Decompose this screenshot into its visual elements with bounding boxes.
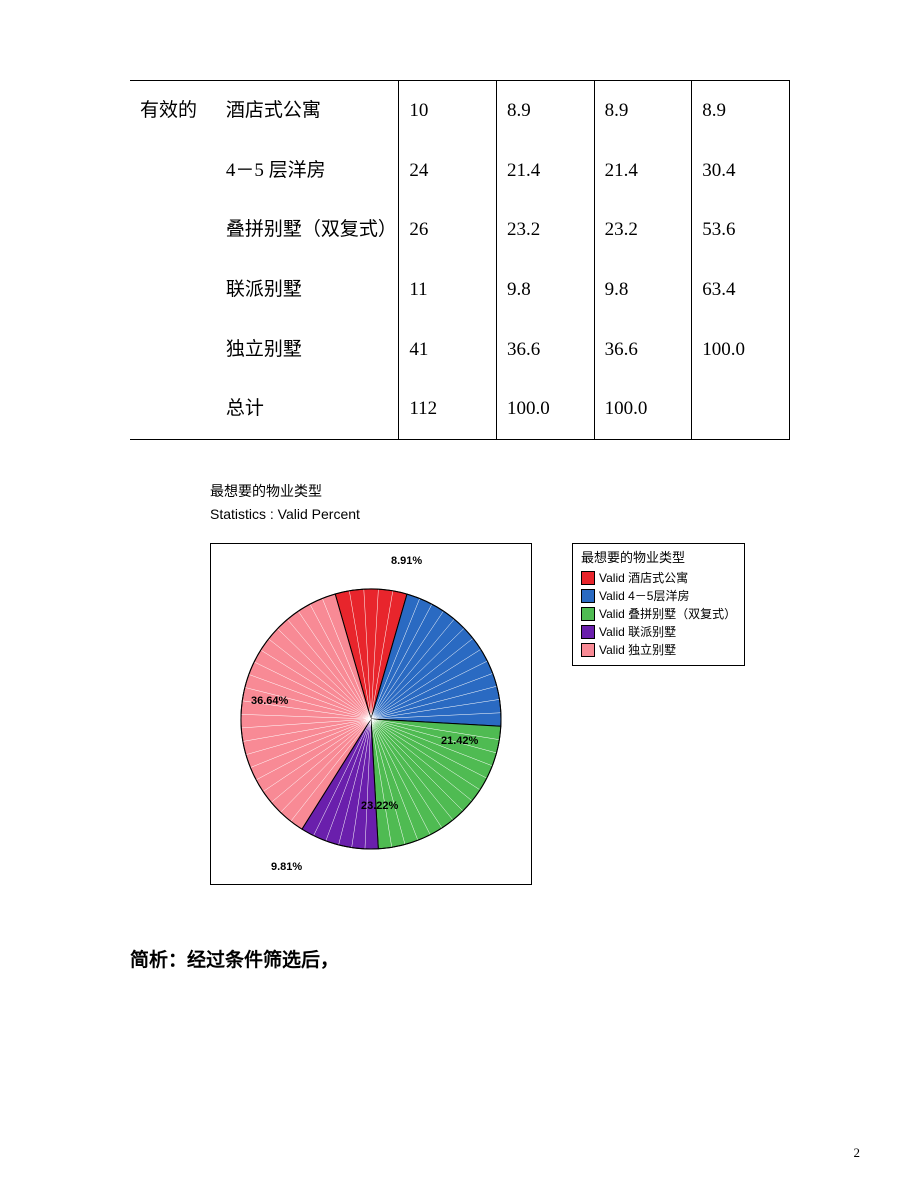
legend-item: Valid 独立别墅: [581, 641, 736, 659]
table-row-label: 总计: [216, 379, 399, 439]
table-cell: 8.9: [594, 81, 692, 141]
table-cell: 8.9: [692, 81, 790, 141]
table-cell: 23.2: [496, 200, 594, 260]
table-cell: [692, 379, 790, 439]
table-cell: 100.0: [594, 379, 692, 439]
chart-section: 最想要的物业类型 Statistics : Valid Percent 8.91…: [210, 480, 820, 885]
chart-title: 最想要的物业类型 Statistics : Valid Percent: [210, 480, 820, 525]
table-row-label: 叠拼别墅（双复式）: [216, 200, 399, 260]
legend-item: Valid 酒店式公寓: [581, 569, 736, 587]
table-cell: 21.4: [594, 141, 692, 201]
table-cell: 36.6: [594, 320, 692, 380]
table-cell: 9.8: [496, 260, 594, 320]
legend-swatch: [581, 571, 595, 585]
legend-item: Valid 联派别墅: [581, 623, 736, 641]
legend-label: Valid 联派别墅: [599, 623, 676, 641]
table-cell: 24: [399, 141, 497, 201]
legend-swatch: [581, 589, 595, 603]
legend-label: Valid 叠拼别墅（双复式）: [599, 605, 736, 623]
legend-item: Valid 叠拼别墅（双复式）: [581, 605, 736, 623]
pie-slice-label: 23.22%: [361, 800, 399, 812]
table-cell: 100.0: [692, 320, 790, 380]
table-cell: 10: [399, 81, 497, 141]
table-cell: 26: [399, 200, 497, 260]
table-cell: 9.8: [594, 260, 692, 320]
table-cell: 36.6: [496, 320, 594, 380]
table-row-label: 联派别墅: [216, 260, 399, 320]
table-cell: 30.4: [692, 141, 790, 201]
legend-swatch: [581, 625, 595, 639]
table-cell: 23.2: [594, 200, 692, 260]
legend-swatch: [581, 607, 595, 621]
table-cell: 8.9: [496, 81, 594, 141]
table-cell: 100.0: [496, 379, 594, 439]
page-number: 2: [854, 1145, 861, 1161]
chart-title-line1: 最想要的物业类型: [210, 483, 322, 499]
table-category: 有效的: [130, 81, 216, 440]
table-cell: 53.6: [692, 200, 790, 260]
pie-chart: 8.91% 21.42% 23.22% 9.81% 36.64%: [210, 543, 532, 885]
table-row-label: 独立别墅: [216, 320, 399, 380]
frequency-table: 有效的酒店式公寓108.98.98.94－5 层洋房2421.421.430.4…: [130, 80, 790, 440]
table-cell: 41: [399, 320, 497, 380]
pie-slice-label: 21.42%: [441, 735, 479, 747]
table-cell: 11: [399, 260, 497, 320]
chart-legend: 最想要的物业类型 Valid 酒店式公寓Valid 4－5层洋房Valid 叠拼…: [572, 543, 745, 667]
chart-title-line2: Statistics : Valid Percent: [210, 506, 360, 522]
legend-label: Valid 独立别墅: [599, 641, 676, 659]
legend-label: Valid 4－5层洋房: [599, 587, 689, 605]
legend-title: 最想要的物业类型: [581, 548, 736, 568]
legend-label: Valid 酒店式公寓: [599, 569, 688, 587]
table-cell: 21.4: [496, 141, 594, 201]
table-cell: 63.4: [692, 260, 790, 320]
table-row-label: 酒店式公寓: [216, 81, 399, 141]
pie-slice-label: 9.81%: [271, 861, 302, 873]
pie-slice-label: 36.64%: [251, 695, 289, 707]
pie-slice-label: 8.91%: [391, 555, 422, 567]
legend-item: Valid 4－5层洋房: [581, 587, 736, 605]
table-cell: 112: [399, 379, 497, 439]
table-row-label: 4－5 层洋房: [216, 141, 399, 201]
legend-swatch: [581, 643, 595, 657]
analysis-text: 简析：经过条件筛选后，: [130, 945, 820, 972]
